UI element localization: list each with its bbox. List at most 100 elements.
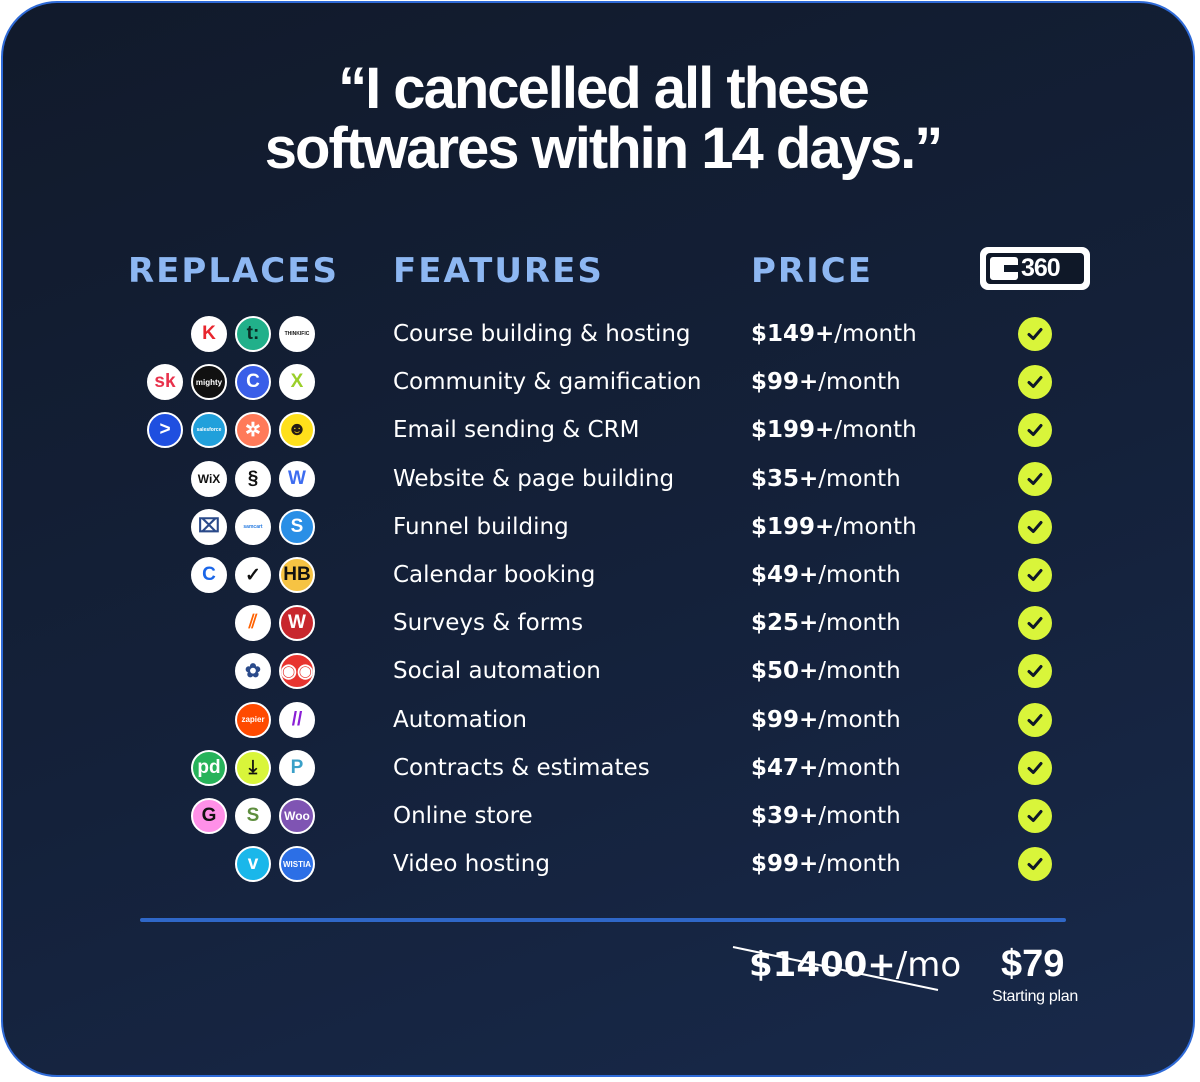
webflow-icon: W — [279, 460, 315, 497]
wix-icon: WiX — [191, 460, 227, 497]
proposify-icon: P — [279, 749, 315, 786]
old-total-price: $1400+/mo — [749, 945, 961, 985]
price-amount: $149+ — [751, 321, 835, 347]
salesforce-icon: salesforce — [191, 412, 227, 449]
feature-label: Email sending & CRM — [393, 417, 640, 444]
price-unit: /month — [818, 465, 901, 492]
feature-label: Course building & hosting — [393, 321, 691, 347]
brand-logo-text: 360 — [1021, 254, 1061, 282]
comparison-row: ⫽ W Surveys & forms $25+/month — [3, 599, 1193, 647]
price-value: $99+/month — [751, 840, 901, 888]
systemeio-icon: S — [279, 508, 315, 545]
feature-label: Video hosting — [393, 851, 550, 878]
replaced-software-icons: C ✓ HB — [191, 557, 315, 595]
price-value: $149+/month — [751, 310, 917, 358]
price-value: $99+/month — [751, 696, 901, 744]
comparison-row: WiX § W Website & page building $35+/month — [3, 455, 1193, 503]
brand-c-shape — [990, 257, 1018, 280]
feature-label: Funnel building — [393, 513, 569, 540]
replaced-software-icons: WiX § W — [191, 460, 315, 499]
price-heading: PRICE — [751, 251, 873, 291]
price-amount: $39+ — [751, 803, 819, 829]
old-price-amount: $1400+ — [749, 945, 896, 985]
feature-label: Calendar booking — [393, 562, 596, 588]
headline-line-1: “I cancelled all these — [338, 56, 870, 121]
checkmark-icon — [1018, 606, 1052, 641]
price-unit: /month — [834, 513, 917, 540]
price-unit: /month — [818, 754, 901, 781]
comparison-row: v WISTIA Video hosting $99+/month — [3, 840, 1193, 888]
price-value: $199+/month — [751, 503, 917, 551]
price-amount: $99+ — [751, 706, 819, 733]
price-value: $50+/month — [751, 647, 901, 695]
checkmark-icon — [1018, 365, 1052, 400]
price-unit: /month — [834, 321, 917, 347]
wistia-icon: WISTIA — [279, 846, 315, 883]
price-unit: /month — [818, 803, 901, 829]
price-value: $49+/month — [751, 551, 901, 599]
feature-label: Online store — [393, 803, 533, 829]
mailchimp-icon: ☻ — [279, 412, 315, 449]
new-price: $79 — [1001, 943, 1065, 985]
comparison-row: zapier// Automation $99+/month — [3, 696, 1193, 744]
replaced-software-icons: pd ⤓ P — [191, 749, 315, 788]
divider — [140, 918, 1066, 922]
replaced-software-icons: ⫽ W — [235, 605, 315, 643]
pandadoc-icon: pd — [191, 749, 227, 786]
replaced-software-icons: v WISTIA — [235, 846, 315, 884]
gumroad-icon: G — [191, 798, 227, 834]
shopify-icon: S — [235, 798, 271, 834]
price-amount: $50+ — [751, 658, 819, 685]
price-value: $199+/month — [751, 406, 917, 454]
xperiencify-icon: X — [279, 364, 315, 401]
feature-label: Social automation — [393, 658, 601, 685]
comparison-row: C ✓ HB Calendar booking $49+/month — [3, 551, 1193, 599]
checkmark-icon — [1018, 750, 1052, 785]
price-value: $25+/month — [751, 599, 901, 647]
price-unit: /month — [818, 610, 901, 637]
checkmark-icon — [1018, 654, 1052, 689]
hootsuite-icon: ◉◉ — [279, 653, 315, 690]
price-amount: $35+ — [751, 465, 819, 492]
comparison-row: pd ⤓ P Contracts & estimates $47+/month — [3, 744, 1193, 792]
feature-label: Community & gamification — [393, 369, 702, 396]
features-heading: FEATURES — [393, 251, 604, 291]
squarespace-icon: § — [235, 460, 271, 497]
checkmark-icon — [1018, 509, 1052, 544]
price-value: $39+/month — [751, 792, 901, 840]
kajabi-icon: K — [191, 316, 227, 352]
make-icon: // — [279, 701, 315, 738]
clickfunnels-icon: ⌧ — [191, 508, 227, 545]
circle-icon: C — [235, 364, 271, 401]
honeybook-icon: HB — [279, 557, 315, 593]
checkmark-icon — [1018, 461, 1052, 496]
feature-label: Automation — [393, 706, 527, 733]
teachable-icon: t: — [235, 316, 271, 352]
price-value: $35+/month — [751, 455, 901, 503]
brand-logo-mark: 360 — [986, 253, 1084, 284]
calendly-icon: C — [191, 557, 227, 593]
brand-logo: 360 — [980, 247, 1090, 290]
price-unit: /month — [818, 658, 901, 685]
checkmark-icon — [1018, 799, 1052, 833]
comparison-row: sk mighty C X Community & gamification $99+/m… — [3, 358, 1193, 406]
checkmark-icon — [1018, 702, 1052, 737]
checkmark-icon — [1018, 317, 1052, 351]
replaced-software-icons: ✿ ◉◉ — [235, 653, 315, 691]
price-unit: /month — [818, 369, 901, 396]
price-amount: $49+ — [751, 562, 819, 588]
skool-icon: sk — [147, 364, 183, 401]
jotform-icon: ⫽ — [235, 605, 271, 642]
price-amount: $99+ — [751, 369, 819, 396]
replaced-software-icons: > salesforce ✲ ☻ — [147, 412, 315, 450]
price-amount: $99+ — [751, 851, 819, 878]
price-value: $47+/month — [751, 744, 901, 792]
woocommerce-icon: Woo — [279, 798, 315, 834]
checkmark-icon — [1018, 413, 1052, 448]
price-amount: $25+ — [751, 610, 819, 637]
feature-label: Website & page building — [393, 465, 675, 492]
old-price-unit: /mo — [895, 945, 962, 985]
